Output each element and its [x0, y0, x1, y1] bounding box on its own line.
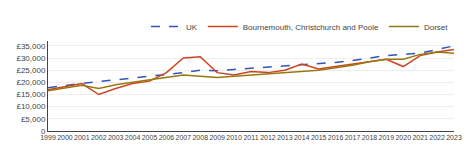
svg-text:2016: 2016 — [328, 134, 344, 141]
svg-text:2000: 2000 — [57, 134, 73, 141]
svg-text:2009: 2009 — [209, 134, 225, 141]
svg-text:£15,000: £15,000 — [16, 90, 45, 99]
svg-text:2015: 2015 — [311, 134, 327, 141]
svg-text:2014: 2014 — [294, 134, 310, 141]
svg-text:2019: 2019 — [379, 134, 395, 141]
svg-text:2006: 2006 — [159, 134, 175, 141]
svg-text:£5,000: £5,000 — [21, 115, 46, 124]
svg-text:2010: 2010 — [226, 134, 242, 141]
svg-text:0: 0 — [41, 127, 46, 136]
svg-text:2007: 2007 — [176, 134, 192, 141]
svg-text:UK: UK — [186, 23, 198, 32]
svg-text:Bournemouth, Christchurch and: Bournemouth, Christchurch and Poole — [243, 23, 379, 32]
svg-text:2003: 2003 — [108, 134, 124, 141]
svg-text:2017: 2017 — [345, 134, 361, 141]
svg-text:2004: 2004 — [125, 134, 141, 141]
svg-text:£25,000: £25,000 — [16, 66, 45, 75]
svg-text:2021: 2021 — [412, 134, 428, 141]
svg-text:2008: 2008 — [192, 134, 208, 141]
svg-text:£20,000: £20,000 — [16, 78, 45, 87]
svg-text:2005: 2005 — [142, 134, 158, 141]
svg-text:£30,000: £30,000 — [16, 54, 45, 63]
svg-text:£35,000: £35,000 — [16, 42, 45, 51]
svg-text:2013: 2013 — [277, 134, 293, 141]
svg-text:2002: 2002 — [91, 134, 107, 141]
svg-text:2018: 2018 — [362, 134, 378, 141]
svg-text:2023: 2023 — [446, 134, 462, 141]
svg-text:2012: 2012 — [260, 134, 276, 141]
svg-text:1999: 1999 — [40, 134, 56, 141]
svg-text:2001: 2001 — [74, 134, 90, 141]
svg-text:2022: 2022 — [429, 134, 445, 141]
svg-text:Dorset: Dorset — [424, 23, 448, 32]
svg-text:£10,000: £10,000 — [16, 102, 45, 111]
svg-text:2011: 2011 — [243, 134, 258, 141]
svg-text:2020: 2020 — [395, 134, 411, 141]
